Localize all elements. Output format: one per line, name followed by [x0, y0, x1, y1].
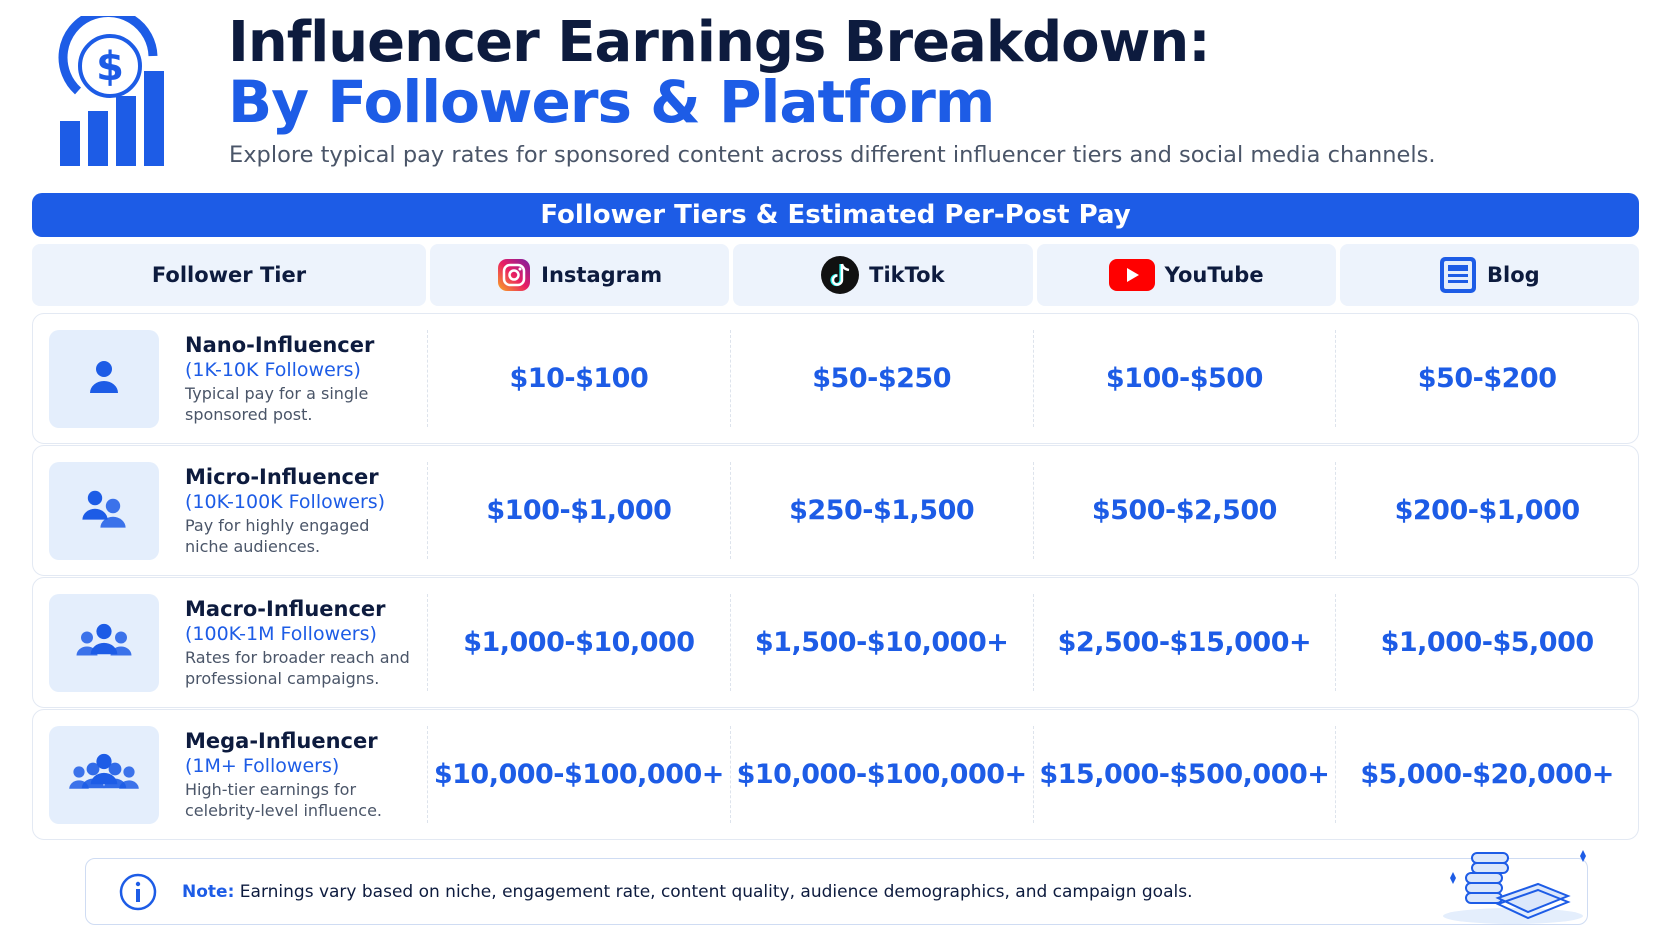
svg-text:$: $	[96, 44, 124, 90]
pay-rate: $2,500-$15,000+	[1032, 594, 1336, 691]
note-body: Earnings vary based on niche, engagement…	[239, 881, 1193, 902]
tier-row: Mega-Influencer (1M+ Followers) High-tier …	[32, 709, 1639, 840]
tier-row: Nano-Influencer (1K-10K Followers) Typical…	[32, 313, 1639, 444]
pay-rate: $200-$1,000	[1335, 462, 1638, 559]
column-header: Instagram	[430, 244, 730, 306]
coins-illustration	[1443, 850, 1586, 924]
tier-description: High-tier earnings for celebrity-level i…	[185, 779, 382, 820]
tier-cell: Micro-Influencer (10K-100K Followers) Pay …	[33, 446, 427, 575]
subtitle: Explore typical pay rates for sponsored …	[229, 142, 1436, 168]
platform-icon	[1108, 259, 1155, 291]
tier-name: Nano-Influencer	[185, 332, 375, 357]
tier-range: (1M+ Followers)	[185, 754, 340, 777]
tier-text: Macro-Influencer (100K-1M Followers) Rates…	[185, 597, 415, 689]
tier-name: Micro-Influencer	[185, 464, 379, 489]
platform-icon	[821, 256, 860, 294]
tier-range: (1K-10K Followers)	[185, 358, 361, 381]
title: Influencer Earnings Breakdown:	[228, 10, 1211, 75]
column-header: Blog	[1339, 244, 1639, 306]
pay-rate: $1,500-$10,000+	[729, 594, 1033, 691]
pay-rate: $1,000-$5,000	[1335, 594, 1638, 691]
header-row: Follower Tier Instagram TikTok YouTube Blog	[32, 244, 1639, 306]
column-label: YouTube	[1164, 263, 1264, 287]
tier-name: Macro-Influencer	[185, 596, 386, 621]
pay-rate: $500-$2,500	[1032, 462, 1336, 559]
tier-range: (100K-1M Followers)	[185, 622, 377, 645]
tier-description: Typical pay for a single sponsored post.	[185, 383, 369, 424]
tier-text: Micro-Influencer (10K-100K Followers) Pay …	[185, 465, 415, 557]
pay-rate: $15,000-$500,000+	[1032, 726, 1336, 823]
pay-rate: $100-$1,000	[427, 462, 730, 559]
tier-name: Mega-Influencer	[185, 728, 378, 753]
platform-icon	[1439, 256, 1477, 294]
column-label: Blog	[1487, 263, 1540, 287]
tier-description: Rates for broader reach and professional…	[185, 647, 410, 688]
pay-rate: $1,000-$10,000	[427, 594, 730, 691]
tier-range: (10K-100K Followers)	[185, 490, 386, 513]
title-accent: By Followers & Platform	[228, 68, 995, 136]
info-icon	[119, 873, 157, 910]
column-label: TikTok	[869, 263, 945, 287]
tier-cell: Macro-Influencer (100K-1M Followers) Rates…	[33, 578, 427, 707]
tier-text: Mega-Influencer (1M+ Followers) High-tier …	[185, 729, 415, 821]
tier-row: Macro-Influencer (100K-1M Followers) Rates…	[32, 577, 1639, 708]
column-header: TikTok	[733, 244, 1033, 306]
platform-icon	[497, 258, 531, 292]
tier-icon	[49, 329, 159, 428]
tier-description: Pay for highly engaged niche audiences.	[185, 515, 370, 556]
column-header: YouTube	[1036, 244, 1336, 306]
pay-rate: $10,000-$100,000+	[729, 726, 1033, 823]
logo: $	[58, 16, 164, 166]
note-text: Note: Earnings vary based on niche, enga…	[182, 882, 1192, 902]
column-label: Follower Tier	[151, 263, 307, 287]
pay-rate: $50-$250	[729, 330, 1033, 427]
tier-icon	[49, 461, 159, 560]
note-label: Note:	[182, 881, 235, 902]
tier-icon	[49, 593, 159, 692]
tier-icon	[49, 725, 159, 824]
note: Note: Earnings vary based on niche, enga…	[85, 858, 1588, 925]
tier-cell: Mega-Influencer (1M+ Followers) High-tier …	[33, 710, 427, 839]
column-header: Follower Tier	[32, 244, 426, 306]
pay-rate: $50-$200	[1335, 330, 1638, 427]
pay-rate: $10-$100	[427, 330, 730, 427]
pay-rate: $5,000-$20,000+	[1335, 726, 1638, 823]
pay-rate: $10,000-$100,000+	[427, 726, 730, 823]
banner: Follower Tiers & Estimated Per-Post Pay	[32, 193, 1639, 237]
pay-rate: $100-$500	[1032, 330, 1336, 427]
tier-row: Micro-Influencer (10K-100K Followers) Pay …	[32, 445, 1639, 576]
column-label: Instagram	[541, 263, 663, 287]
tier-cell: Nano-Influencer (1K-10K Followers) Typical…	[33, 314, 427, 443]
pay-rate: $250-$1,500	[729, 462, 1033, 559]
tier-text: Nano-Influencer (1K-10K Followers) Typical…	[185, 333, 415, 425]
